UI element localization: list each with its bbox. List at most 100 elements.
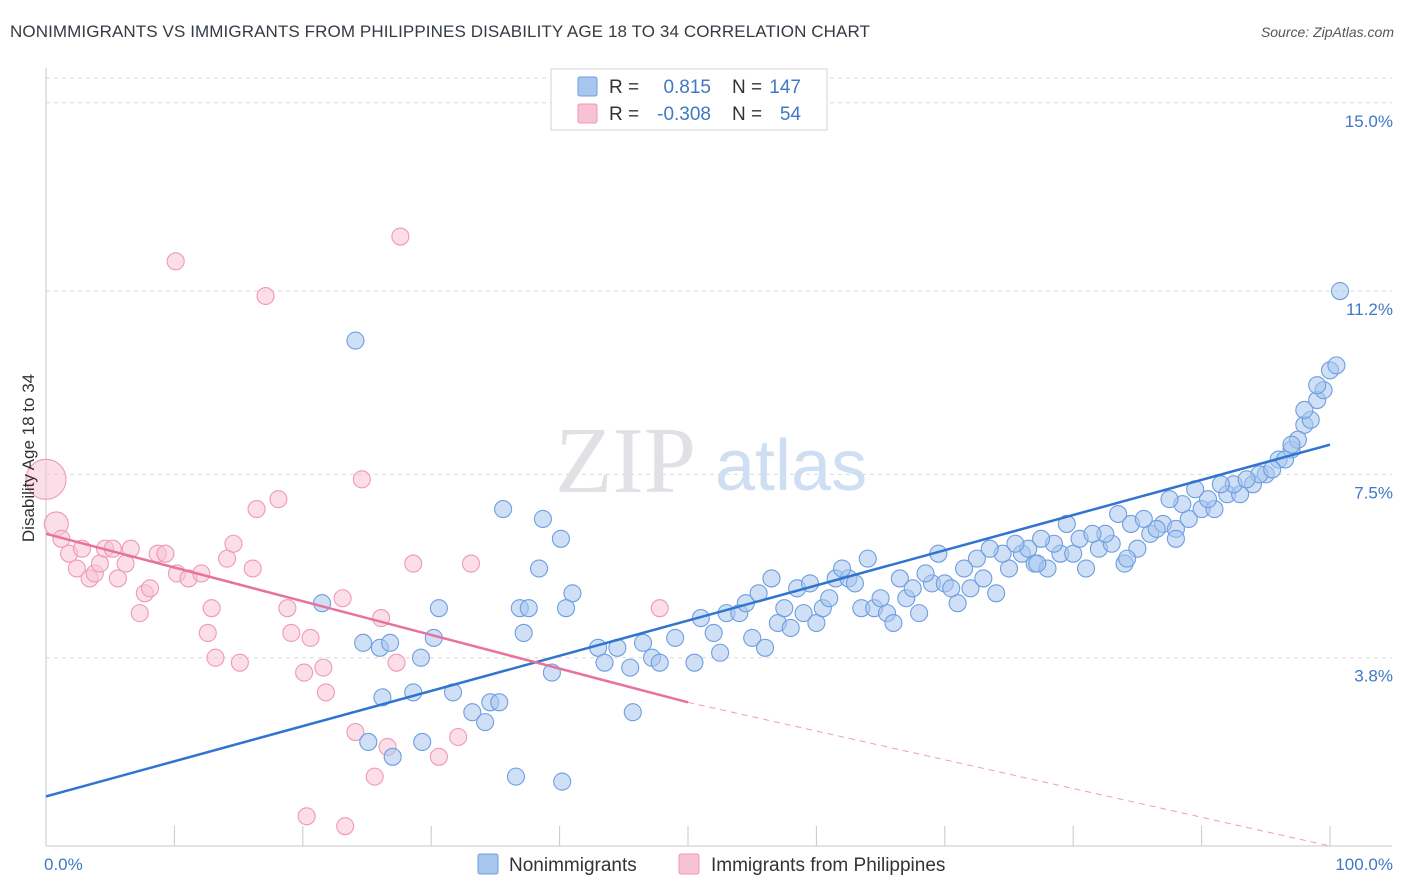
nonimmigrant-point [1028,554,1047,573]
legend-swatch-blue [577,76,598,97]
blue-points [313,282,1350,791]
bottom-legend-swatch-pink [678,853,700,875]
philippines-point [25,458,67,500]
nonimmigrant-point [1282,435,1301,454]
philippines-point [140,579,160,598]
nonimmigrant-point [711,643,730,662]
nonimmigrant-point [1006,534,1025,553]
nonimmigrant-point [346,331,365,350]
philippines-point [198,623,217,642]
philippines-point [67,559,86,578]
watermark: ZIP atlas [555,409,867,513]
nonimmigrant-point [794,604,813,623]
nonimmigrant-point [820,589,839,608]
nonimmigrant-point [1134,509,1153,529]
philippines-point [391,227,410,246]
bottom-legend-swatch-blue [477,853,499,875]
nonimmigrant-point [755,638,775,657]
nonimmigrant-point [884,613,903,633]
nonimmigrant-point [871,589,890,608]
nonimmigrant-point [666,628,685,647]
nonimmigrant-point [494,500,513,519]
philippines-point [346,722,365,742]
philippines-point [256,286,275,306]
watermark-zip: ZIP [555,409,696,513]
nonimmigrant-point [413,732,432,751]
nonimmigrant-point [621,658,640,677]
nonimmigrant-point [381,633,400,652]
y-tick-label: 15.0% [1345,112,1393,131]
legend-r-label: R = [609,104,639,125]
legend-n-label: N = [732,77,762,98]
philippines-point [282,623,301,642]
nonimmigrant-point [980,539,999,558]
bottom-legend-label-nonimmigrants: Nonimmigrants [509,855,637,876]
x-tick-label: 0.0% [44,855,83,874]
nonimmigrant-point [942,579,961,598]
nonimmigrant-point [890,569,909,588]
philippines-point [365,767,384,786]
philippines-point [336,817,355,836]
nonimmigrant-point [634,633,653,652]
legend-n-label: N = [732,104,762,125]
nonimmigrant-point [781,618,800,638]
y-tick-label: 11.2% [1346,300,1393,319]
nonimmigrant-point [1263,460,1282,479]
y-tick-label: 7.5% [1354,483,1393,502]
nonimmigrant-point [650,653,669,672]
philippines-point [108,569,127,588]
legend-swatch-pink [577,103,598,124]
nonimmigrant-point [685,653,704,672]
nonimmigrant-point [987,584,1006,603]
nonimmigrant-point [463,703,482,722]
nonimmigrant-point [1109,504,1128,524]
legend-r-label: R = [609,77,639,98]
philippines-point [278,599,297,618]
philippines-point [314,658,333,677]
nonimmigrant-point [476,713,495,732]
philippines-point [429,747,448,766]
bottom-legend-label-philippines: Immigrants from Philippines [711,855,945,876]
nonimmigrant-point [1057,514,1076,533]
philippines-point [333,589,352,608]
philippines-point [297,807,316,826]
philippines-point [224,534,243,553]
nonimmigrant-trendline [45,443,1331,798]
philippines-point [269,490,288,509]
nonimmigrant-point [1330,282,1350,301]
philippines-point [230,653,249,672]
nonimmigrant-point [556,599,576,618]
philippines-point [130,604,149,623]
philippines-point [461,554,481,573]
nonimmigrant-point [1118,549,1137,568]
trend-layer [45,443,1331,847]
nonimmigrant-point [961,579,980,598]
nonimmigrant-point [858,549,877,568]
nonimmigrant-point [1211,475,1230,494]
nonimmigrant-point [429,599,448,618]
nonimmigrant-point [974,569,993,588]
axis-layer: 0.0% 100.0% [44,68,1393,874]
nonimmigrant-point [762,569,781,588]
nonimmigrant-point [1295,400,1314,420]
philippines-trendline [45,532,689,704]
nonimmigrant-point [623,703,642,722]
nonimmigrant-point [775,599,794,618]
nonimmigrant-point [1198,490,1218,509]
nonimmigrant-point [506,767,525,786]
nonimmigrant-point [704,623,723,642]
nonimmigrant-point [411,648,430,667]
bottom-legend: Nonimmigrants Immigrants from Philippine… [477,853,945,876]
grid-layer: 3.8% 7.5% 11.2% 15.0% [46,77,1393,686]
nonimmigrant-point [833,559,852,578]
nonimmigrant-point [595,653,614,672]
nonimmigrant-point [1160,490,1179,509]
philippines-point [316,683,335,702]
nonimmigrant-point [955,559,974,578]
nonimmigrant-point [359,732,378,751]
source-credit: Source: ZipAtlas.com [1260,24,1394,40]
nonimmigrant-point [1032,529,1051,548]
philippines-point [166,252,185,271]
nonimmigrant-point [553,772,572,791]
